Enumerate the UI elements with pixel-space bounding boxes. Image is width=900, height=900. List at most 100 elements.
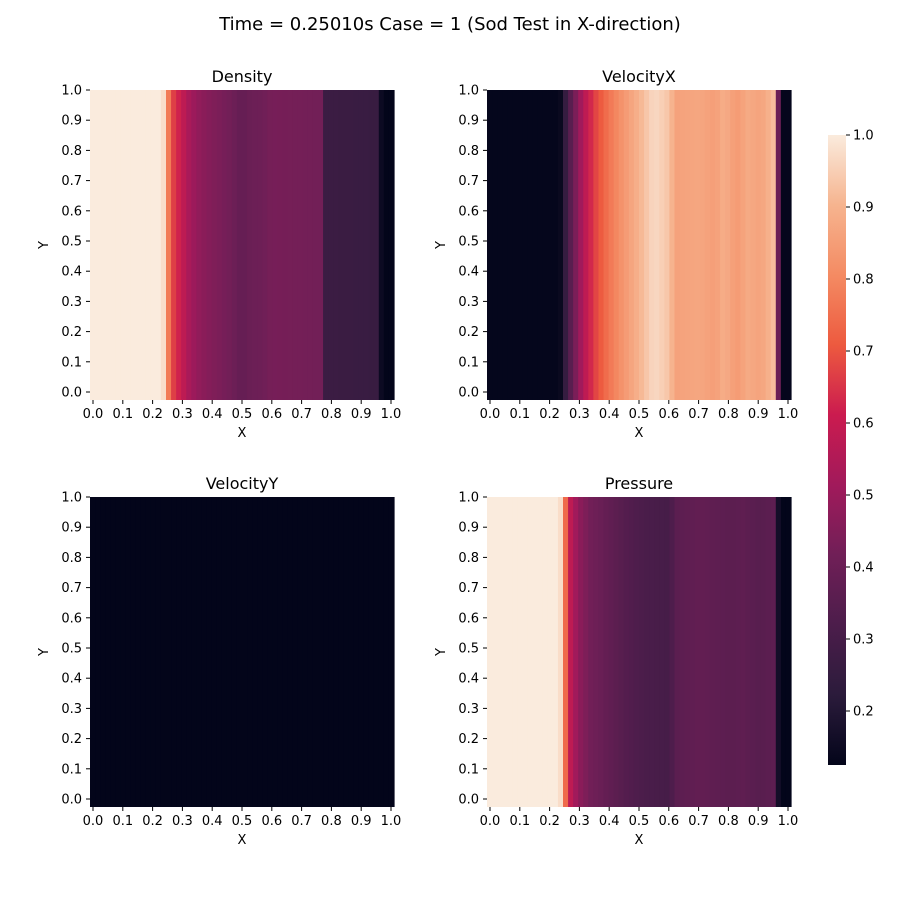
y-tick-label: 0.4 [61, 265, 82, 280]
heatmap-cell [135, 497, 142, 807]
heatmap-cell [206, 90, 213, 400]
heatmap-cell [318, 90, 324, 400]
heatmap-cell [542, 497, 549, 807]
heatmap-cell [507, 90, 513, 400]
heatmap-cells [90, 90, 395, 400]
heatmap-cell [492, 90, 498, 400]
heatmap-cell [618, 497, 625, 807]
x-tick-label: 0.8 [321, 814, 342, 829]
heatmap-cell [368, 497, 375, 807]
heatmap-cell [307, 90, 314, 400]
y-tick-label: 1.0 [458, 491, 479, 506]
y-axis-label: Y [434, 241, 449, 250]
y-tick-label: 0.9 [458, 114, 479, 129]
heatmap-cell [740, 497, 746, 807]
heatmap-cell [517, 90, 524, 400]
heatmap-cell [557, 90, 564, 400]
heatmap-cell [262, 497, 268, 807]
heatmap-cell [186, 497, 192, 807]
heatmap-cell [338, 497, 344, 807]
x-tick-label: 0.2 [142, 814, 163, 829]
heatmap-cell [512, 90, 518, 400]
heatmap-cell [267, 90, 273, 400]
heatmap-cell [282, 497, 289, 807]
heatmap-cell [750, 90, 757, 400]
heatmap-panel-velocityx: VelocityX 0.0 0.1 0.2 0.3 0.4 0.5 0.6 0.7 0.8 0.9 1… [434, 67, 798, 441]
heatmap-cell [522, 497, 529, 807]
heatmap-cell [654, 90, 660, 400]
y-tick-label: 0.5 [458, 642, 479, 657]
heatmap-cell [302, 90, 309, 400]
colorbar-tick-label: 1.0 [853, 129, 874, 144]
heatmap-cell [623, 497, 630, 807]
heatmap-cell [353, 90, 360, 400]
y-tick-label: 1.0 [61, 84, 82, 99]
y-tick-label: 0.3 [458, 295, 479, 310]
heatmap-cell [775, 497, 782, 807]
heatmap-cell [517, 497, 524, 807]
heatmap-cell [186, 90, 192, 400]
heatmap-cell [302, 497, 309, 807]
x-tick-label: 1.0 [778, 407, 799, 422]
heatmap-cell [593, 497, 600, 807]
heatmap-cell [358, 90, 365, 400]
x-axis-label: X [238, 426, 247, 441]
heatmap-cell [388, 90, 395, 400]
heatmap-cell [338, 90, 344, 400]
y-tick-label: 0.4 [61, 672, 82, 687]
heatmap-cell [745, 497, 752, 807]
y-tick-label: 0.1 [458, 762, 479, 777]
colorbar-tick-label: 0.4 [853, 561, 874, 576]
x-tick-label: 0.8 [718, 814, 739, 829]
heatmap-cell [358, 497, 365, 807]
y-axis-label: Y [434, 648, 449, 657]
heatmap-cell [216, 90, 223, 400]
heatmap-cell [689, 497, 696, 807]
heatmap-cell [563, 497, 569, 807]
x-tick-label: 0.6 [658, 407, 679, 422]
heatmap-cell [231, 90, 238, 400]
y-tick-label: 0.8 [458, 551, 479, 566]
heatmap-cell [780, 497, 787, 807]
heatmap-cell [125, 497, 132, 807]
heatmap-cell [236, 497, 243, 807]
heatmap-cell [95, 90, 101, 400]
x-axis: 0.0 0.1 0.2 0.3 0.4 0.5 0.6 0.7 0.8 0.9 1.0 X [480, 400, 799, 441]
heatmap-cell [95, 497, 101, 807]
heatmap-cell [383, 497, 390, 807]
y-axis: 1.0 0.9 0.8 0.7 0.6 0.5 0.4 0.3 0.2 0.1 0.0 Y [37, 491, 90, 808]
heatmap-cell [353, 497, 360, 807]
heatmap-cell [166, 90, 172, 400]
heatmap-cell [155, 90, 162, 400]
heatmap-cell [201, 90, 208, 400]
x-tick-label: 0.2 [142, 407, 163, 422]
heatmap-cell [378, 497, 385, 807]
heatmap-cell [568, 90, 574, 400]
heatmap-cell [583, 497, 589, 807]
heatmap-cell [130, 90, 137, 400]
heatmap-cell [497, 497, 503, 807]
colorbar: 1.0 0.9 0.8 0.7 0.6 0.5 0.4 0.3 0.2 [828, 129, 874, 765]
x-axis: 0.0 0.1 0.2 0.3 0.4 0.5 0.6 0.7 0.8 0.9 1.0 X [83, 400, 401, 441]
y-tick-label: 1.0 [61, 491, 82, 506]
y-tick-label: 0.0 [458, 793, 479, 808]
heatmap-cell [171, 90, 177, 400]
y-tick-label: 0.5 [61, 235, 82, 250]
colorbar-tick-label: 0.5 [853, 489, 874, 504]
colorbar-gradient [828, 135, 846, 765]
y-tick-label: 0.7 [61, 581, 82, 596]
heatmap-cell [750, 497, 757, 807]
heatmap-cell [573, 497, 579, 807]
x-tick-label: 0.0 [480, 407, 501, 422]
heatmap-cell [176, 90, 182, 400]
figure-title: Time = 0.25010s Case = 1 (Sod Test in X-… [219, 14, 681, 35]
heatmap-cell [588, 90, 594, 400]
panel-title: VelocityX [602, 67, 676, 86]
y-tick-label: 0.6 [61, 204, 82, 219]
heatmap-cell [654, 497, 660, 807]
heatmap-cell [272, 497, 279, 807]
x-tick-label: 0.1 [509, 814, 530, 829]
heatmap-cell [623, 90, 630, 400]
y-tick-label: 0.6 [458, 204, 479, 219]
heatmap-cell [105, 90, 111, 400]
